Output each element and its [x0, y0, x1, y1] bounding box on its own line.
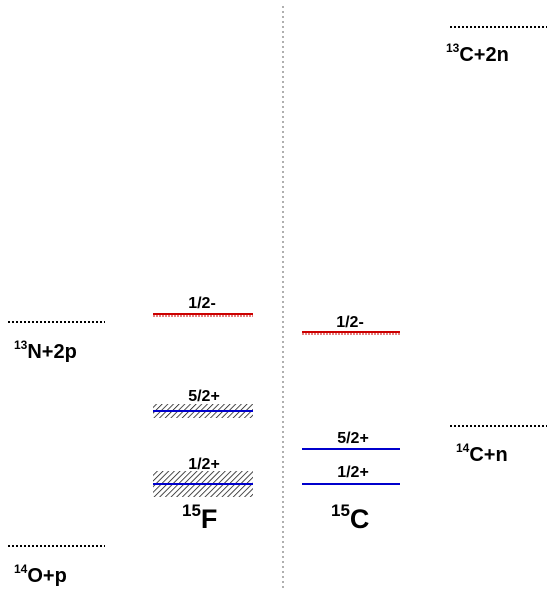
c15-level-1-2-plus: 1/2+	[302, 464, 400, 485]
nucleus-label-c15: 15C	[331, 501, 369, 534]
c15-level-label: 5/2+	[337, 430, 369, 447]
f15-level-label: 5/2+	[188, 388, 220, 405]
c15-level-5-2-plus: 5/2+	[302, 430, 400, 450]
threshold-label-c14-n: 14C+n	[456, 441, 508, 466]
c15-level-1-2-minus: 1/2-	[302, 314, 400, 335]
nucleus-label-f15: 15F	[182, 501, 217, 534]
threshold-label-o14-p: 14O+p	[14, 562, 67, 587]
f15-level-5-2-plus: 5/2+	[153, 388, 253, 418]
c15-level-label: 1/2-	[336, 314, 364, 331]
f15-level-label: 1/2-	[188, 295, 216, 312]
c15-level-label: 1/2+	[337, 464, 369, 481]
f15-level-label: 1/2+	[188, 456, 220, 473]
f15-level-1-2-plus: 1/2+	[153, 456, 253, 497]
threshold-label-n13-2p: 13N+2p	[14, 338, 77, 363]
threshold-label-c13-2n: 13C+2n	[446, 41, 509, 66]
f15-level-1-2-minus: 1/2-	[153, 295, 253, 317]
